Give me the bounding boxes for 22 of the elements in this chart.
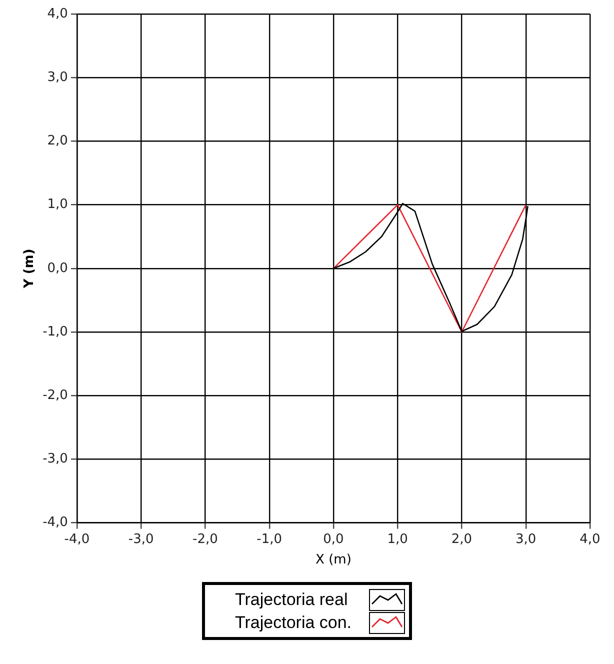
x-tick-label: -1,0 <box>256 532 282 547</box>
y-tick-label: 0,0 <box>47 260 68 276</box>
y-tick-label: 1,0 <box>47 197 68 212</box>
y-tick-label: -4,0 <box>42 515 68 530</box>
y-tick-label: -1,0 <box>42 324 68 340</box>
x-tick-label: 3,0 <box>516 532 536 547</box>
legend-label: Trajectoria real <box>235 590 349 610</box>
y-tick-label: -2,0 <box>42 388 68 403</box>
x-tick-label: -2,0 <box>192 532 218 547</box>
x-tick-label: -3,0 <box>128 532 154 547</box>
x-tick-label: 4,0 <box>580 532 600 547</box>
x-axis-title: X (m) <box>316 552 352 568</box>
x-tick-label: 0,0 <box>323 532 344 547</box>
x-tick-label: 2,0 <box>451 532 472 547</box>
x-tick-label: -4,0 <box>64 532 90 547</box>
y-tick-label: 3,0 <box>47 70 68 85</box>
y-tick-label: 4,0 <box>47 6 68 22</box>
y-axis-title: Y (m) <box>22 248 38 290</box>
y-tick-label: -3,0 <box>42 452 68 467</box>
x-tick-label: 1,0 <box>387 532 408 547</box>
y-tick-label: 2,0 <box>47 134 68 149</box>
legend-label: Trajectoria con. <box>235 612 353 632</box>
